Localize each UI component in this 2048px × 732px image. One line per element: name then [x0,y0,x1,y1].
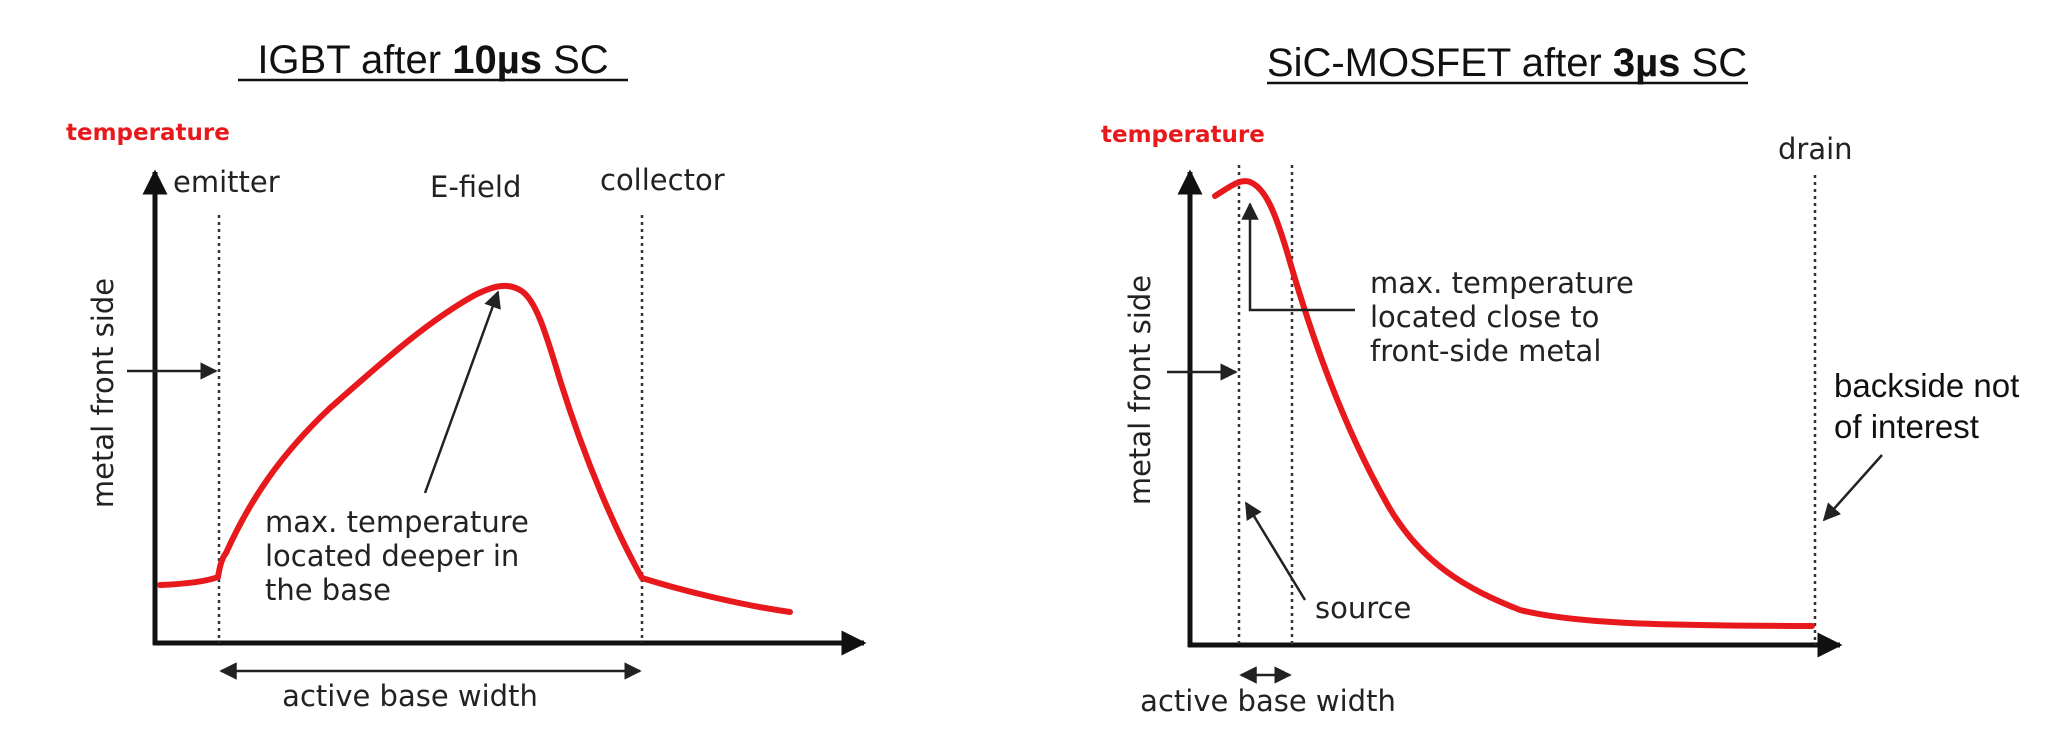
sic-max-temp-arrow [1241,202,1355,312]
sic-temperature-curve [1212,178,1815,629]
igbt-temperature-label: temperature [66,120,230,146]
sic-title: SiC-MOSFET after 3µs SC [1267,41,1747,85]
igbt-max-temp-note: max. temperature located deeper in the b… [265,505,538,607]
igbt-temperature-curve [157,282,793,615]
sic-y-axis-label: metal front side [1123,275,1157,505]
igbt-collector-label: collector [600,163,725,197]
sic-temperature-label: temperature [1101,122,1265,148]
sic-max-temp-note: max. temperature located close to front-… [1370,266,1643,368]
igbt-panel: IGBT after 10µs SC temperature metal fro… [66,38,867,713]
sic-mosfet-panel: SiC-MOSFET after 3µs SC temperature meta… [1101,41,2028,718]
igbt-active-base-width-label: active base width [282,679,538,713]
sic-source-arrow [1244,501,1307,601]
sic-backside-note: backside not of interest [1834,367,2028,445]
sic-active-base-width-label: active base width [1140,684,1396,718]
igbt-y-axis-label: metal front side [86,278,120,508]
sic-backside-arrow [1822,454,1883,522]
igbt-title: IGBT after 10µs SC [257,38,608,82]
sic-drain-label: drain [1778,132,1853,166]
igbt-emitter-label: emitter [173,165,280,199]
igbt-efield-label: E-field [430,170,521,204]
igbt-max-temp-arrow [423,290,501,494]
sic-source-label: source [1315,591,1411,625]
